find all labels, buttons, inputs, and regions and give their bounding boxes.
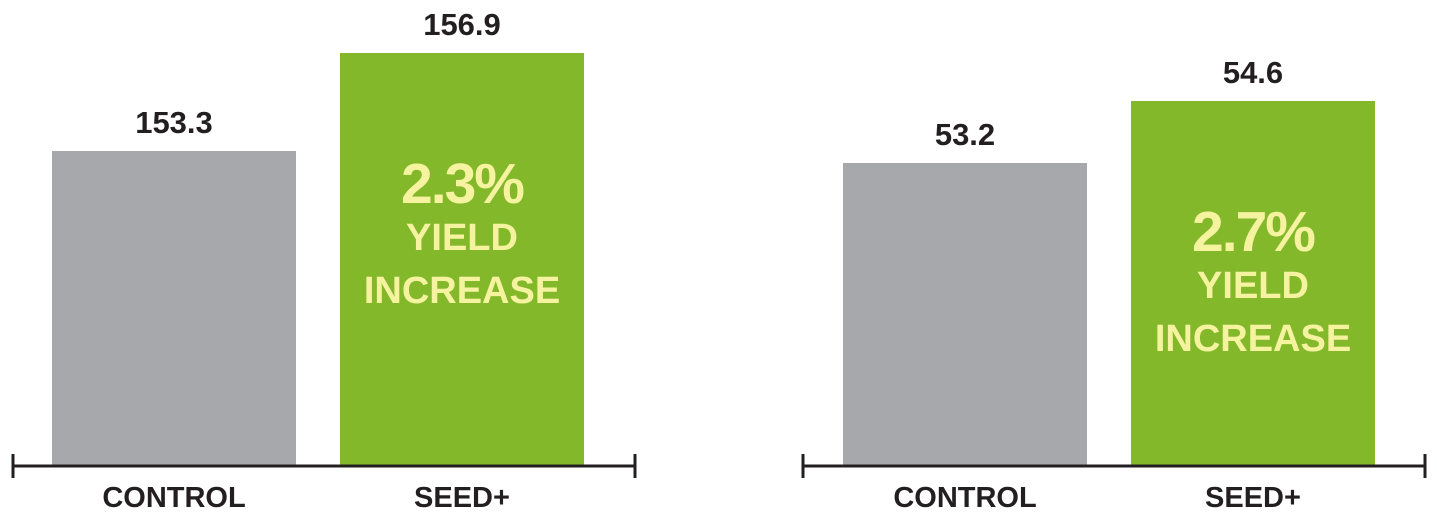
yield-label: YIELD [1197,265,1309,307]
bar-control [52,151,296,466]
yield-label: YIELD [406,217,518,259]
category-label: CONTROL [102,482,245,514]
bar-seed-plus [340,53,584,466]
category-label: SEED+ [414,482,510,514]
increase-label: INCREASE [1155,318,1351,360]
bar-seed-plus [1131,101,1375,466]
chart-panel-2: 53.2 CONTROL 54.6 SEED+ 2.7%YIELD INCREASE [801,55,1427,514]
data-label: 153.3 [135,105,213,140]
bar-control [843,163,1087,466]
data-label: 54.6 [1223,55,1283,90]
chart-panel-1: 153.3 CONTROL 156.9 SEED+ 2.3%YIELD INCREASE [11,7,637,514]
increase-label: INCREASE [364,270,560,312]
yield-increase-percent: 2.7% [1192,200,1315,264]
yield-increase-percent: 2.3% [401,152,524,216]
data-label: 156.9 [423,7,501,42]
category-label: SEED+ [1205,482,1301,514]
data-label: 53.2 [935,117,995,152]
category-label: CONTROL [893,482,1036,514]
